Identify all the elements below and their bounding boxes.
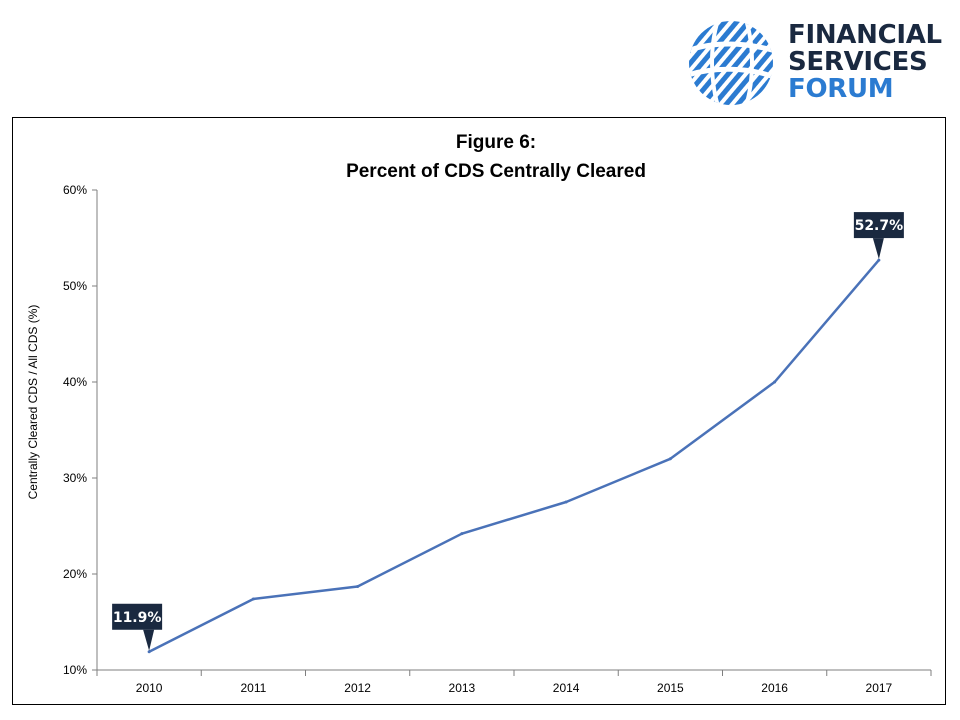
x-tick-label: 2015: [657, 681, 684, 695]
data-point: [773, 380, 777, 384]
x-tick-label: 2013: [449, 681, 476, 695]
x-tick-label: 2017: [866, 681, 893, 695]
chart-title: Figure 6:: [456, 132, 536, 153]
callout-box: [853, 212, 904, 239]
data-point: [251, 597, 255, 601]
chart-subtitle: Percent of CDS Centrally Cleared: [346, 161, 646, 182]
data-point: [668, 457, 672, 461]
y-tick-label: 50%: [63, 279, 87, 293]
x-tick-label: 2016: [761, 681, 788, 695]
callout-pointer: [872, 238, 884, 260]
data-point: [356, 584, 360, 588]
line-chart: Figure 6: Percent of CDS Centrally Cleare…: [26, 132, 932, 695]
data-point: [460, 532, 464, 536]
x-tick-label: 2014: [553, 681, 580, 695]
series-line: [148, 259, 880, 653]
data-point: [147, 650, 151, 654]
chart-frame: Figure 6: Percent of CDS Centrally Cleare…: [12, 117, 946, 705]
callout-pointer: [143, 629, 155, 651]
logo-line-financial: FINANCIAL: [788, 20, 942, 50]
callout-label: 11.9%: [113, 610, 162, 626]
logo-line-forum: FORUM: [788, 74, 894, 104]
callout-label: 52.7%: [855, 218, 904, 234]
logo-wordmark: FINANCIAL SERVICES FORUM: [788, 22, 942, 103]
x-tick-label: 2010: [136, 681, 163, 695]
logo-line-services: SERVICES: [788, 47, 928, 77]
callout-box: [112, 603, 163, 630]
y-tick-label: 20%: [63, 567, 87, 581]
globe-icon: [689, 21, 773, 105]
y-tick-label: 30%: [63, 471, 87, 485]
y-tick-label: 40%: [63, 375, 87, 389]
data-point: [564, 500, 568, 504]
y-tick-label: 60%: [63, 183, 87, 197]
x-tick-label: 2011: [240, 681, 266, 695]
x-tick-label: 2012: [344, 681, 371, 695]
y-tick-label: 10%: [63, 663, 87, 677]
y-axis-title: Centrally Cleared CDS / All CDS (%): [26, 305, 40, 500]
financial-services-forum-logo: FINANCIAL SERVICES FORUM: [688, 18, 950, 108]
data-point: [877, 258, 881, 262]
